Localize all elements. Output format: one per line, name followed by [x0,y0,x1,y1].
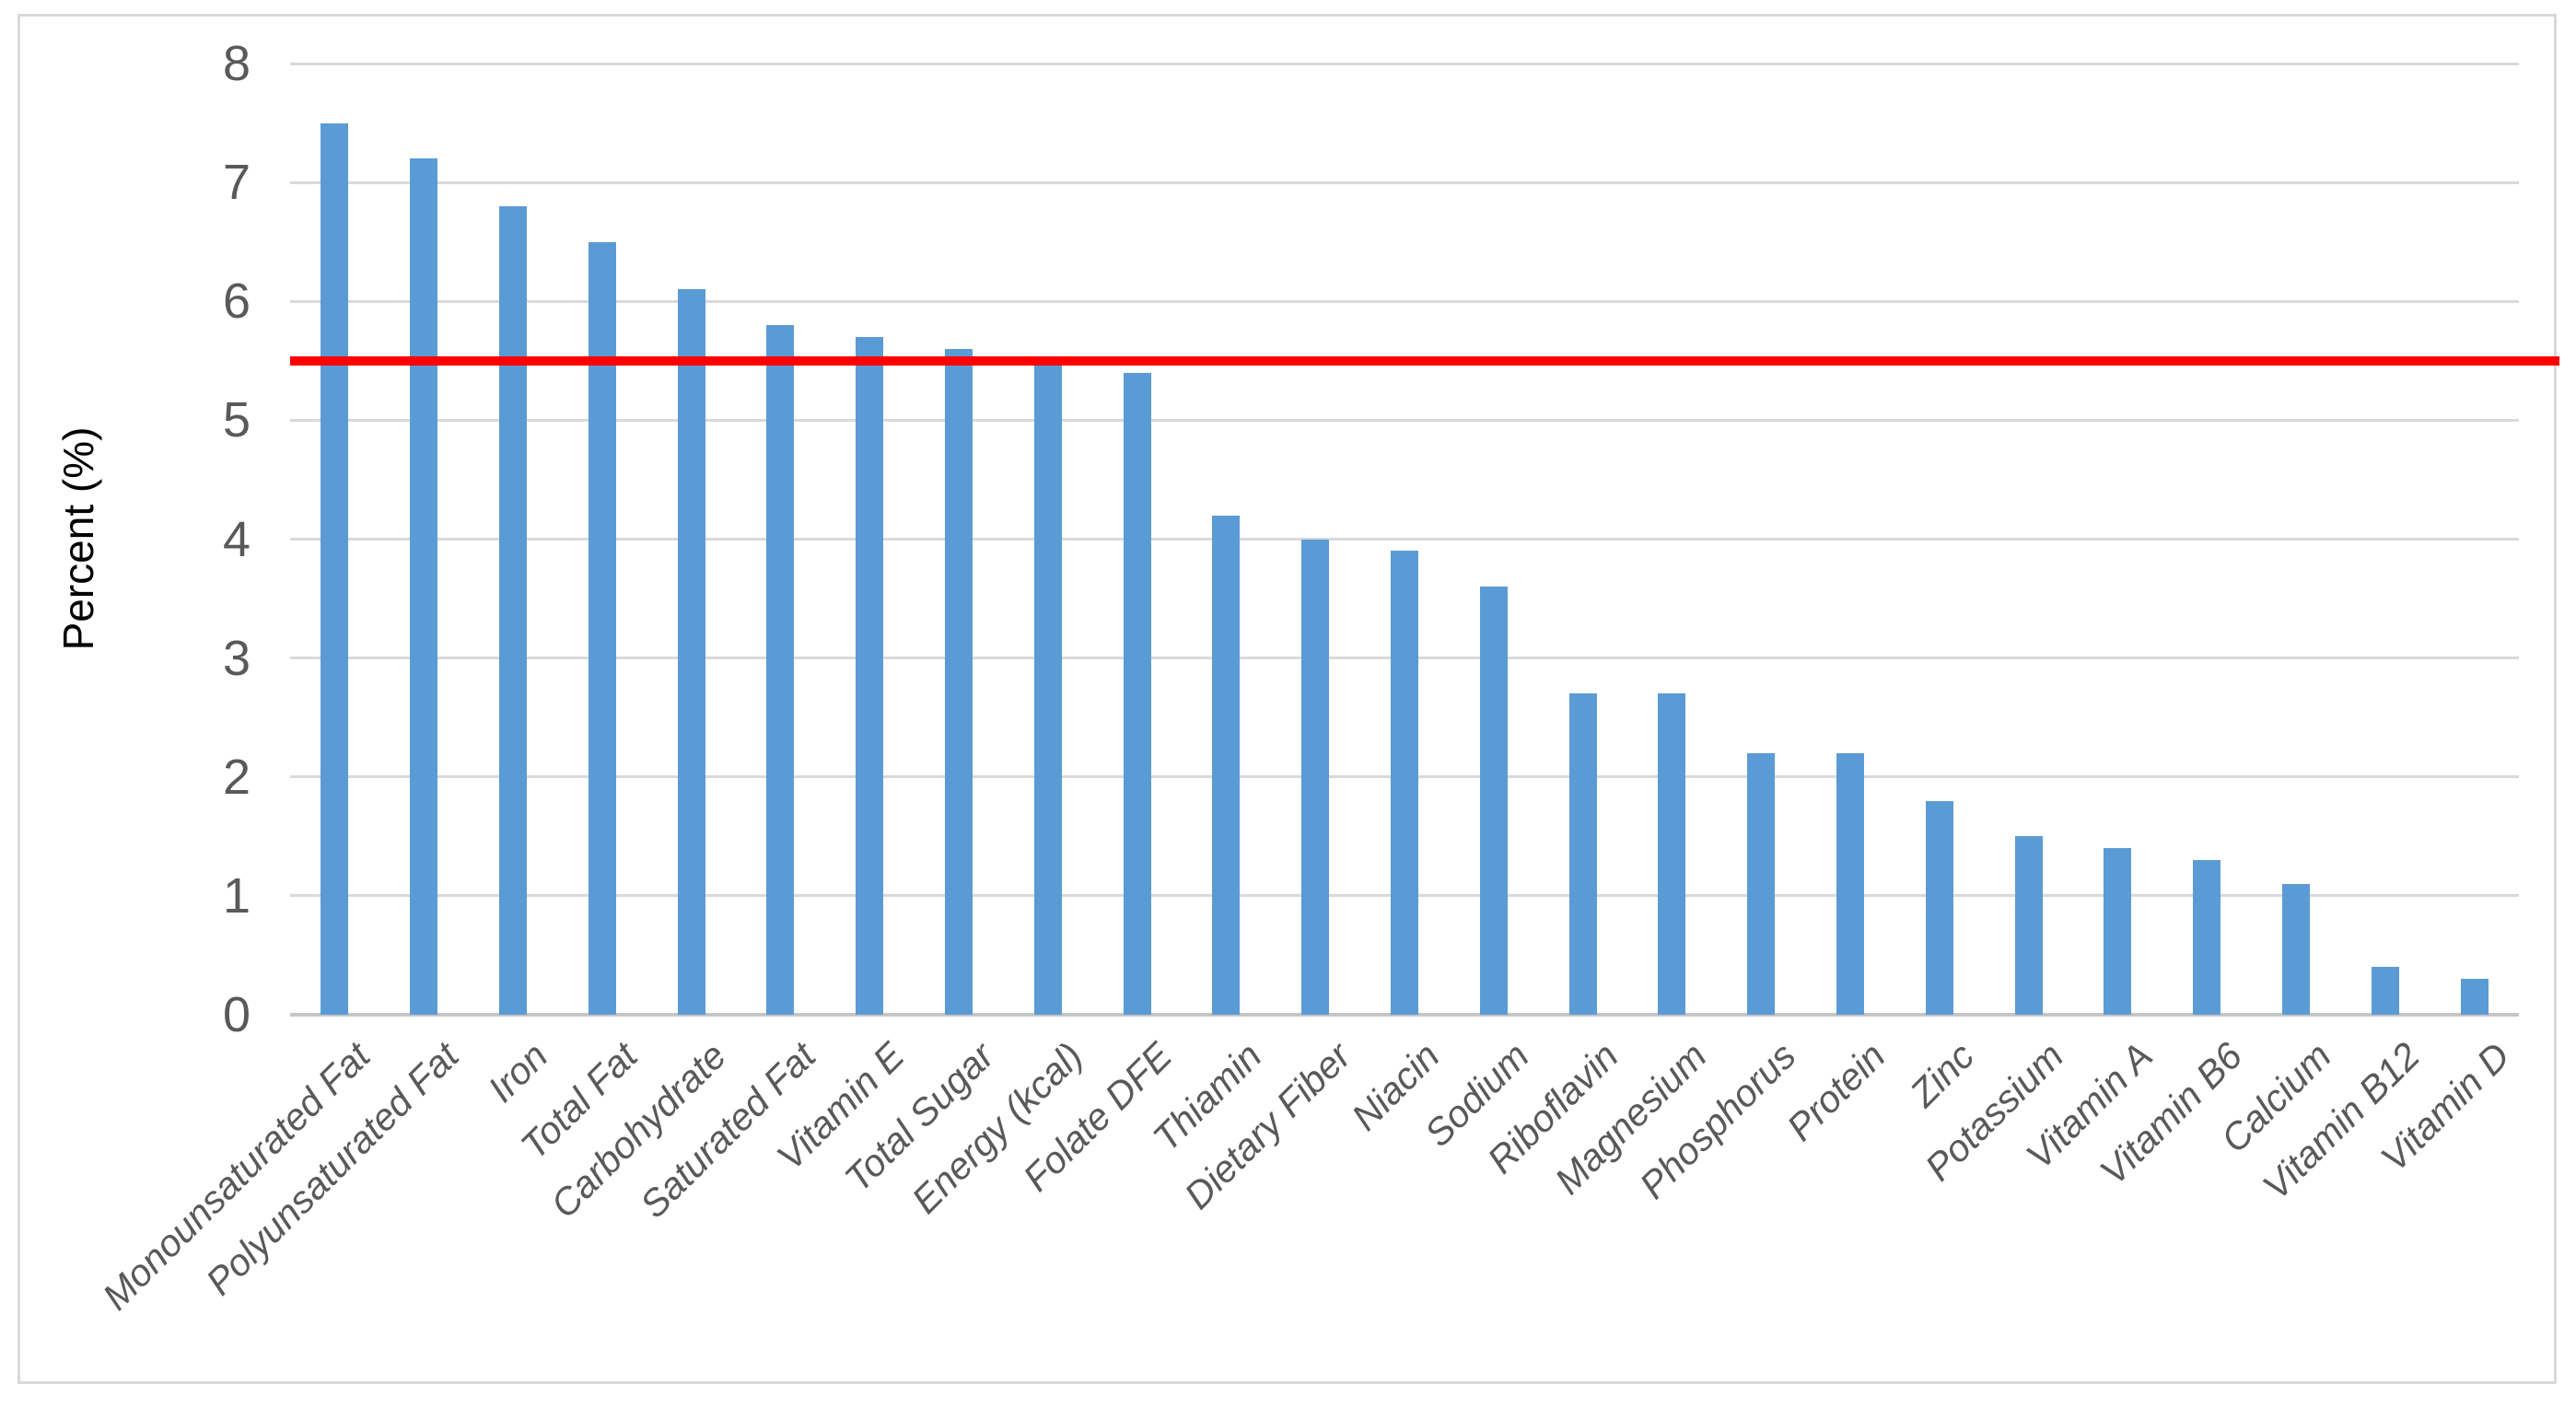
bar-vitamin-d[interactable] [2460,979,2489,1015]
x-axis-line [290,1013,2519,1017]
y-tick-4: 4 [222,511,251,567]
y-tick-2: 2 [222,749,251,805]
bar-vitamin-a[interactable] [2104,848,2132,1015]
bar-sodium[interactable] [1479,587,1508,1015]
y-tick-0: 0 [222,987,251,1042]
bar-thiamin[interactable] [1212,515,1241,1015]
bar-calcium[interactable] [2282,883,2310,1015]
bar-folate-dfe[interactable] [1123,372,1151,1015]
bar-magnesium[interactable] [1658,693,1686,1015]
chart-border [17,14,2557,1384]
threshold-line[interactable] [290,355,2559,366]
y-tick-6: 6 [222,273,251,330]
bar-carbohydrate[interactable] [677,289,705,1015]
bar-saturated-fat[interactable] [766,325,795,1015]
gridline-7 [290,180,2519,184]
bar-vitamin-e[interactable] [856,337,884,1015]
bar-total-sugar[interactable] [945,348,973,1015]
gridline-8 [290,62,2519,65]
gridline-5 [290,418,2519,422]
bar-vitamin-b6[interactable] [2193,860,2221,1015]
bar-phosphorus[interactable] [1747,752,1776,1015]
plot-area [290,62,2559,1017]
bar-potassium[interactable] [2014,836,2043,1015]
y-tick-5: 5 [222,392,251,448]
y-tick-8: 8 [222,36,251,91]
gridline-4 [290,538,2519,541]
bar-dietary-fiber[interactable] [1301,539,1330,1015]
gridline-6 [290,299,2519,303]
bar-energy-kcal[interactable] [1033,360,1062,1015]
bar-niacin[interactable] [1391,551,1418,1015]
bar-protein[interactable] [1836,752,1864,1015]
bar-total-fat[interactable] [588,241,616,1015]
bar-monounsaturated-fat[interactable] [321,122,349,1015]
bar-riboflavin[interactable] [1568,693,1597,1015]
bar-iron[interactable] [499,205,527,1015]
y-tick-3: 3 [222,630,251,686]
bar-polyunsaturated-fat[interactable] [410,158,438,1015]
y-tick-1: 1 [222,867,251,924]
bar-zinc[interactable] [1925,800,1953,1015]
bar-vitamin-b12[interactable] [2371,967,2399,1015]
y-tick-7: 7 [222,155,251,211]
